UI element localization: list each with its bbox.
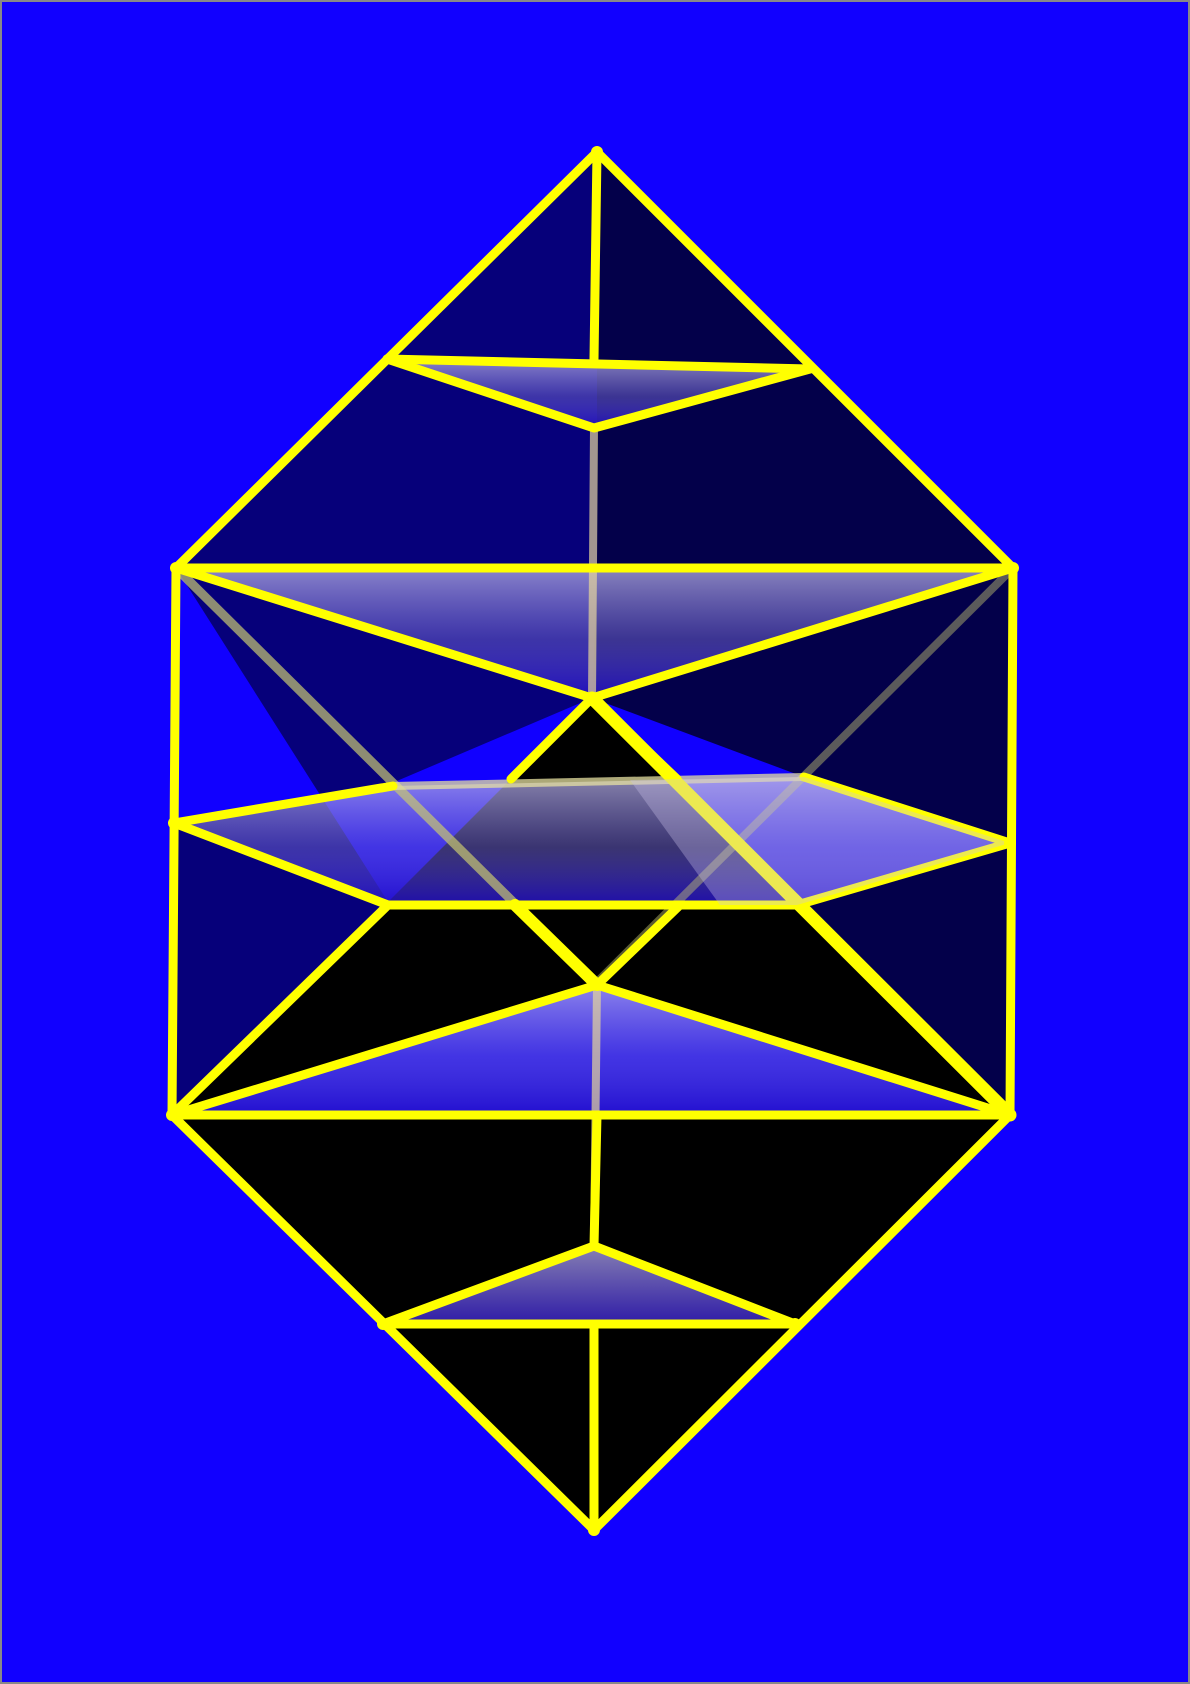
vertex-left-lower xyxy=(166,1109,178,1121)
edge-top-section-front xyxy=(382,354,815,433)
edge-bottom-right xyxy=(589,1110,1015,1535)
edge-left-side xyxy=(167,563,181,1120)
vertex-bottom-right-section xyxy=(789,1318,801,1330)
section-lower xyxy=(172,985,1010,1115)
edge-bottom-axis-upper xyxy=(589,1110,602,1251)
vertex-right-lower xyxy=(1004,1109,1016,1121)
section-middle xyxy=(174,777,1010,905)
section-middle-overlay xyxy=(630,777,1010,905)
edge-front-right-diagonal xyxy=(585,691,1017,1122)
vertex-bottom-left-section xyxy=(377,1318,389,1330)
vertex-left-middle xyxy=(168,817,180,829)
vertex-bottom xyxy=(588,1524,600,1536)
edge-top-section-back xyxy=(382,354,815,374)
edge-apex-axis xyxy=(589,147,602,364)
hidden-edge-axis-top xyxy=(588,424,598,702)
edge-lower-left-diag xyxy=(167,900,393,1120)
edge-bottom-section-back xyxy=(378,1241,800,1329)
edge-front-left-inner-diagonal xyxy=(509,899,603,991)
vertex-left-upper xyxy=(170,562,182,574)
vertex-right-upper xyxy=(1007,562,1019,574)
vertex-apex xyxy=(591,146,603,158)
section-top xyxy=(387,359,810,428)
vertex-right-middle xyxy=(1004,837,1016,849)
edge-apex-right xyxy=(592,147,1018,573)
edge-inner-up-left xyxy=(506,693,597,784)
hidden-edge-section-middle-top xyxy=(389,773,808,790)
section-bottom xyxy=(383,1246,795,1324)
vertices xyxy=(166,146,1019,1536)
